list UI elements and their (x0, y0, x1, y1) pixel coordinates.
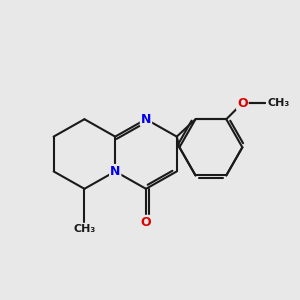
Text: O: O (141, 216, 151, 229)
Text: CH₃: CH₃ (268, 98, 290, 108)
Text: CH₃: CH₃ (73, 224, 95, 234)
Text: N: N (141, 113, 151, 126)
Text: O: O (237, 97, 248, 110)
Text: N: N (110, 165, 120, 178)
